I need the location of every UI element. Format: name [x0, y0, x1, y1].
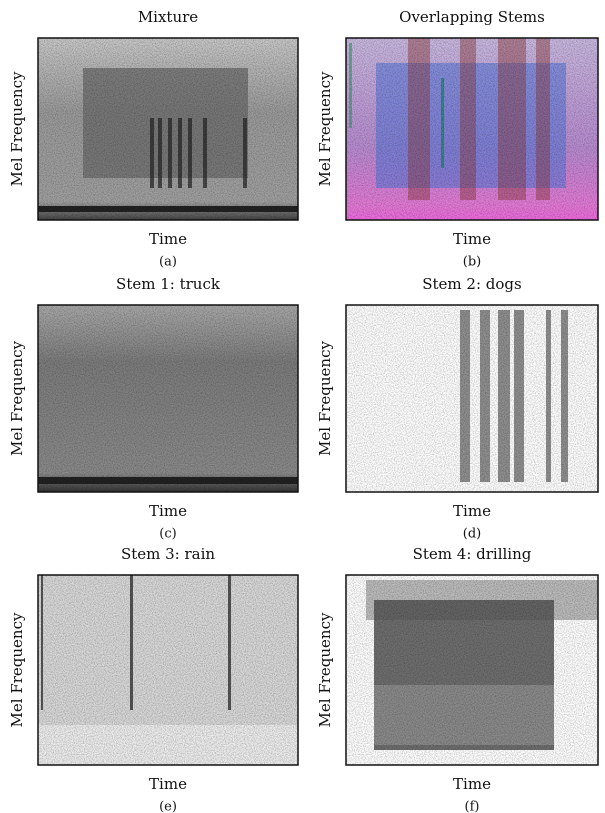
panel-title: Stem 2: dogs: [422, 275, 521, 293]
noise: [346, 575, 598, 765]
y-axis-label: Mel Frequency: [316, 612, 334, 727]
y-axis-label: Mel Frequency: [316, 71, 334, 186]
noise: [38, 38, 298, 220]
frame: [37, 304, 299, 493]
x-axis-label: Time: [149, 502, 187, 520]
panel: Stem 2: dogs Time (d) Mel Frequency: [316, 275, 599, 542]
x-axis-label: Time: [453, 502, 491, 520]
caption: (e): [159, 800, 177, 813]
caption: (c): [159, 527, 176, 542]
panel: Stem 4: drilling Time (f) Mel Frequency: [316, 545, 599, 813]
y-axis-label: Mel Frequency: [316, 341, 334, 456]
panel: Stem 3: rain Time (e) Mel Frequency: [8, 545, 299, 813]
panel: Stem 1: truck Time (c) Mel Frequency: [8, 275, 299, 542]
y-axis-label: Mel Frequency: [8, 71, 26, 186]
y-axis-label: Mel Frequency: [8, 612, 26, 727]
spectrogram: [38, 305, 298, 492]
x-axis-label: Time: [149, 775, 187, 793]
x-axis-label: Time: [149, 230, 187, 248]
frame: [345, 37, 599, 221]
spectrogram: [38, 38, 298, 220]
caption: (d): [463, 527, 481, 542]
caption: (f): [465, 800, 480, 813]
panel: Overlapping Stems Time (b) Mel Frequency: [316, 8, 599, 270]
noise: [346, 38, 598, 220]
panel-title: Overlapping Stems: [399, 8, 545, 26]
noise: [38, 305, 298, 492]
panel-title: Mixture: [138, 8, 198, 26]
x-axis-label: Time: [453, 775, 491, 793]
caption: (b): [463, 255, 481, 270]
x-axis-label: Time: [453, 230, 491, 248]
noise: [346, 305, 598, 492]
spectrogram: [346, 38, 598, 220]
y-axis-label: Mel Frequency: [8, 341, 26, 456]
spectrogram: [38, 575, 298, 765]
spectrogram: [346, 575, 598, 765]
frame: [345, 574, 599, 766]
panel-title: Stem 3: rain: [121, 545, 215, 563]
noise: [38, 575, 298, 765]
spectrogram: [346, 305, 598, 492]
panel-title: Stem 4: drilling: [413, 545, 532, 563]
frame: [37, 574, 299, 766]
frame: [37, 37, 299, 221]
panel-title: Stem 1: truck: [116, 275, 221, 293]
frame: [345, 304, 599, 493]
panel: Mixture Time (a) Mel Frequency: [8, 8, 299, 270]
caption: (a): [159, 255, 177, 270]
